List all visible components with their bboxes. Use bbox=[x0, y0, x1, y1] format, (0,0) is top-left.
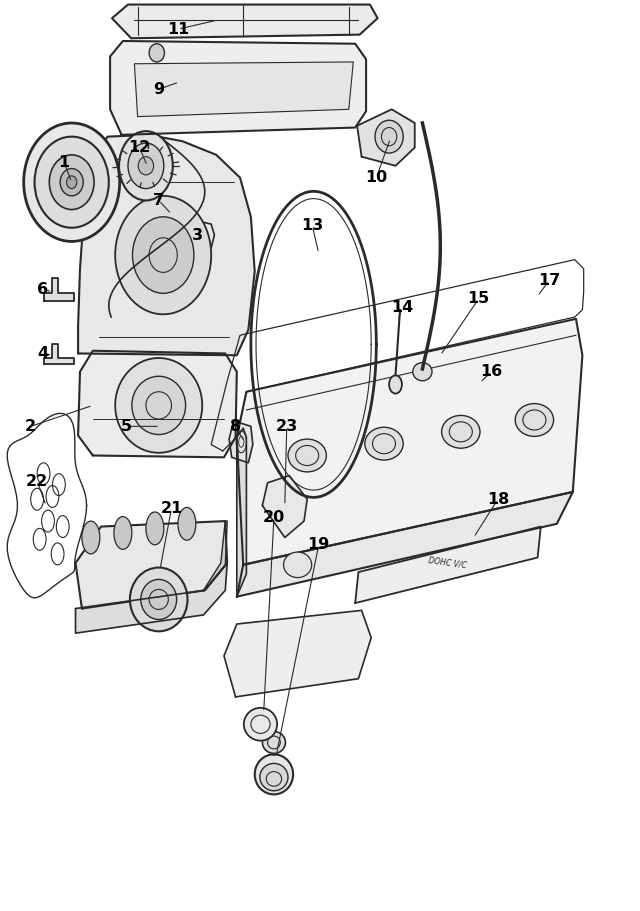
Ellipse shape bbox=[262, 732, 285, 753]
Text: 13: 13 bbox=[301, 219, 323, 233]
Text: 12: 12 bbox=[129, 140, 150, 155]
Text: 21: 21 bbox=[161, 501, 182, 516]
Text: 22: 22 bbox=[26, 474, 48, 488]
Ellipse shape bbox=[60, 169, 83, 196]
Ellipse shape bbox=[413, 363, 432, 381]
Text: 4: 4 bbox=[37, 346, 49, 361]
Text: 9: 9 bbox=[153, 82, 164, 97]
Text: 18: 18 bbox=[487, 492, 509, 507]
Text: 5: 5 bbox=[121, 419, 132, 434]
Text: 2: 2 bbox=[25, 419, 36, 434]
Ellipse shape bbox=[288, 439, 326, 472]
Text: 8: 8 bbox=[230, 419, 241, 434]
Text: 11: 11 bbox=[167, 22, 189, 36]
Polygon shape bbox=[355, 527, 541, 603]
Text: 19: 19 bbox=[308, 537, 330, 552]
Polygon shape bbox=[44, 278, 74, 301]
Polygon shape bbox=[76, 563, 227, 633]
Ellipse shape bbox=[132, 217, 194, 293]
Ellipse shape bbox=[130, 568, 188, 631]
Polygon shape bbox=[191, 220, 214, 248]
Polygon shape bbox=[112, 5, 378, 38]
Text: 6: 6 bbox=[37, 282, 49, 297]
Ellipse shape bbox=[35, 137, 109, 228]
Polygon shape bbox=[262, 476, 307, 537]
Ellipse shape bbox=[284, 552, 312, 578]
Ellipse shape bbox=[178, 507, 196, 540]
Ellipse shape bbox=[244, 708, 277, 741]
Ellipse shape bbox=[128, 143, 164, 189]
Ellipse shape bbox=[67, 176, 77, 189]
Ellipse shape bbox=[375, 120, 403, 153]
Polygon shape bbox=[224, 610, 371, 697]
Text: 15: 15 bbox=[468, 292, 490, 306]
Ellipse shape bbox=[115, 358, 202, 453]
Polygon shape bbox=[204, 521, 227, 590]
Polygon shape bbox=[76, 521, 227, 609]
Polygon shape bbox=[110, 41, 366, 135]
Polygon shape bbox=[78, 351, 237, 457]
Ellipse shape bbox=[389, 375, 402, 394]
Text: 7: 7 bbox=[153, 193, 164, 208]
Ellipse shape bbox=[149, 44, 164, 62]
Text: 20: 20 bbox=[263, 510, 285, 525]
Ellipse shape bbox=[49, 155, 94, 210]
Polygon shape bbox=[229, 421, 253, 463]
Ellipse shape bbox=[255, 754, 293, 794]
Ellipse shape bbox=[114, 517, 132, 549]
Text: DOHC V/C: DOHC V/C bbox=[428, 556, 468, 570]
Ellipse shape bbox=[132, 376, 186, 435]
Ellipse shape bbox=[442, 415, 480, 448]
Text: 16: 16 bbox=[481, 364, 502, 379]
Ellipse shape bbox=[141, 579, 177, 619]
Ellipse shape bbox=[146, 512, 164, 545]
Text: 3: 3 bbox=[191, 228, 203, 242]
Text: 14: 14 bbox=[391, 301, 413, 315]
Ellipse shape bbox=[115, 196, 211, 314]
Text: 10: 10 bbox=[365, 170, 387, 185]
Ellipse shape bbox=[82, 521, 100, 554]
Ellipse shape bbox=[138, 157, 154, 175]
Polygon shape bbox=[237, 492, 573, 597]
Ellipse shape bbox=[119, 131, 173, 200]
Text: 1: 1 bbox=[58, 155, 70, 169]
Polygon shape bbox=[357, 109, 415, 166]
Polygon shape bbox=[134, 62, 353, 117]
Polygon shape bbox=[44, 344, 74, 364]
Ellipse shape bbox=[515, 404, 554, 436]
Ellipse shape bbox=[260, 763, 288, 791]
Ellipse shape bbox=[365, 427, 403, 460]
Polygon shape bbox=[237, 319, 582, 565]
Polygon shape bbox=[78, 135, 255, 355]
Text: 17: 17 bbox=[538, 273, 560, 288]
Text: 23: 23 bbox=[276, 419, 298, 434]
Ellipse shape bbox=[24, 123, 120, 241]
Polygon shape bbox=[237, 428, 246, 597]
